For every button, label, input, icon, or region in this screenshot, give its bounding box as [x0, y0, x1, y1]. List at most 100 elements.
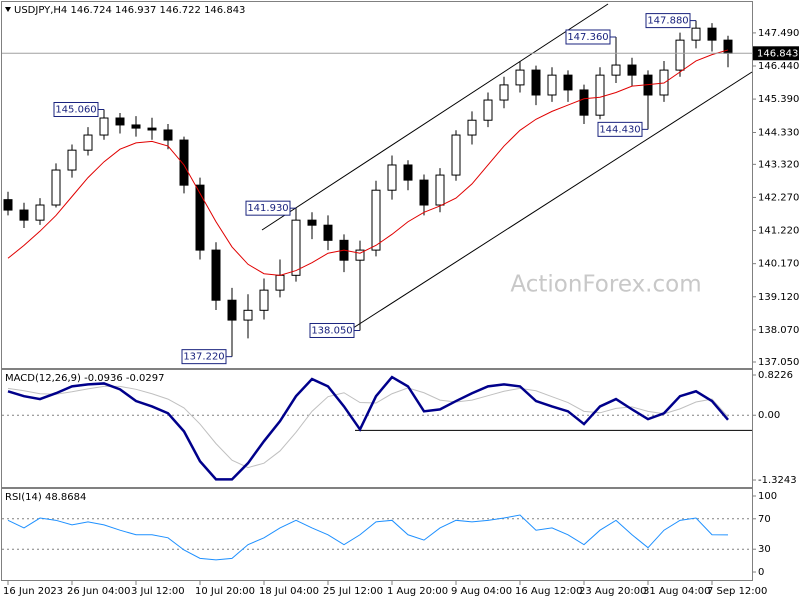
candle-body: [99, 117, 109, 136]
y-tick-label: 141.220: [758, 226, 799, 237]
y-tick-label: 138.070: [758, 325, 799, 336]
candle-body: [387, 164, 397, 191]
y-tick-label: 0.00: [758, 410, 780, 421]
candle-body: [691, 27, 701, 41]
y-tick-label: 142.270: [758, 192, 799, 203]
candle-body: [547, 74, 557, 96]
candle-body: [3, 199, 13, 211]
candle-body: [211, 249, 221, 301]
candle-body: [451, 134, 461, 176]
x-tick-label: 31 Aug 04:00: [643, 586, 710, 597]
candle-body: [307, 219, 317, 226]
candle-body: [259, 289, 269, 311]
panel-title: USDJPY,H4 146.724 146.937 146.722 146.84…: [14, 5, 245, 16]
candle-body: [275, 274, 285, 291]
x-tick-label: 3 Jul 12:00: [131, 586, 185, 597]
annotation-box: [597, 121, 643, 137]
candle-body: [19, 209, 29, 221]
x-tick-label: 9 Aug 04:00: [451, 586, 512, 597]
candle-body: [83, 134, 93, 151]
y-tick-label: 70: [758, 514, 771, 525]
candle-body: [611, 64, 621, 76]
candle-body: [419, 179, 429, 206]
y-tick-label: 147.490: [758, 28, 799, 39]
x-tick-label: 25 Jul 12:00: [323, 586, 383, 597]
panel-title: MACD(12,26,9) -0.0936 -0.0297: [5, 373, 165, 384]
candle-body: [563, 74, 573, 91]
annotation-label: 138.050: [311, 325, 352, 336]
candle-body: [675, 39, 685, 71]
y-tick-label: 146.440: [758, 61, 799, 72]
candle-body: [707, 27, 717, 41]
menu-icon: [5, 7, 11, 12]
x-tick-label: 16 Aug 12:00: [515, 586, 582, 597]
annotation-box: [645, 13, 691, 29]
candle-body: [483, 99, 493, 121]
candle-body: [243, 309, 253, 321]
candle-body: [291, 219, 301, 276]
candle-body: [499, 84, 509, 101]
candle-body: [531, 69, 541, 96]
x-tick-label: 26 Jun 04:00: [67, 586, 131, 597]
y-tick-label: 137.050: [758, 357, 799, 368]
indicator-line: [7, 375, 729, 481]
moving-average: [7, 49, 729, 276]
candle-body: [515, 69, 525, 86]
channel-upper: [261, 3, 609, 231]
price-tag: [753, 46, 799, 61]
x-tick-label: 10 Jul 20:00: [195, 586, 255, 597]
candle-body: [131, 124, 141, 129]
candle-body: [51, 169, 61, 206]
channel-lower: [349, 71, 753, 331]
candle-body: [435, 174, 445, 206]
annotation-box: [181, 349, 227, 365]
candle-body: [467, 119, 477, 136]
annotation-label: 141.930: [247, 203, 288, 214]
annotation-box: [245, 200, 291, 216]
annotation-box: [309, 322, 355, 338]
candle-body: [403, 164, 413, 181]
candle-body: [627, 64, 637, 76]
x-tick-label: 23 Aug 20:00: [579, 586, 646, 597]
y-tick-label: 145.390: [758, 94, 799, 105]
candle-body: [67, 149, 77, 171]
watermark: ActionForex.com: [510, 272, 701, 298]
indicator-line: [7, 385, 729, 469]
panel-title: RSI(14) 48.8684: [5, 492, 86, 503]
candle-body: [595, 74, 605, 116]
candle-body: [115, 117, 125, 126]
candle-body: [227, 299, 237, 321]
annotation-label: 147.360: [567, 32, 608, 43]
y-tick-label: 140.170: [758, 259, 799, 270]
annotation-label: 137.220: [183, 352, 224, 363]
y-tick-label: 143.320: [758, 159, 799, 170]
y-tick-label: 0: [758, 567, 764, 578]
candle-body: [163, 129, 173, 141]
y-tick-label: 30: [758, 544, 771, 555]
y-tick-label: 100: [758, 491, 777, 502]
price-panel: [1, 1, 753, 369]
y-tick-label: 144.330: [758, 128, 799, 139]
x-tick-label: 16 Jun 2023: [3, 586, 63, 597]
y-tick-label: 0.8226: [758, 370, 793, 381]
x-tick-label: 1 Aug 20:00: [387, 586, 448, 597]
candle-body: [195, 184, 205, 251]
annotation-box: [565, 29, 611, 45]
candle-body: [323, 224, 333, 241]
annotation-label: 145.060: [55, 104, 96, 115]
candle-body: [147, 127, 157, 131]
y-tick-label: -1.3243: [758, 475, 797, 486]
x-tick-label: 18 Jul 04:00: [259, 586, 319, 597]
macd-panel: [1, 369, 753, 488]
candle-body: [723, 39, 733, 54]
annotation-label: 147.880: [647, 16, 688, 27]
indicator-line: [7, 514, 729, 561]
y-tick-label: 139.120: [758, 292, 799, 303]
annotation-label: 144.430: [599, 124, 640, 135]
candle-body: [35, 204, 45, 221]
candle-body: [371, 189, 381, 251]
candle-body: [179, 139, 189, 186]
price-tag-label: 146.843: [757, 48, 798, 59]
